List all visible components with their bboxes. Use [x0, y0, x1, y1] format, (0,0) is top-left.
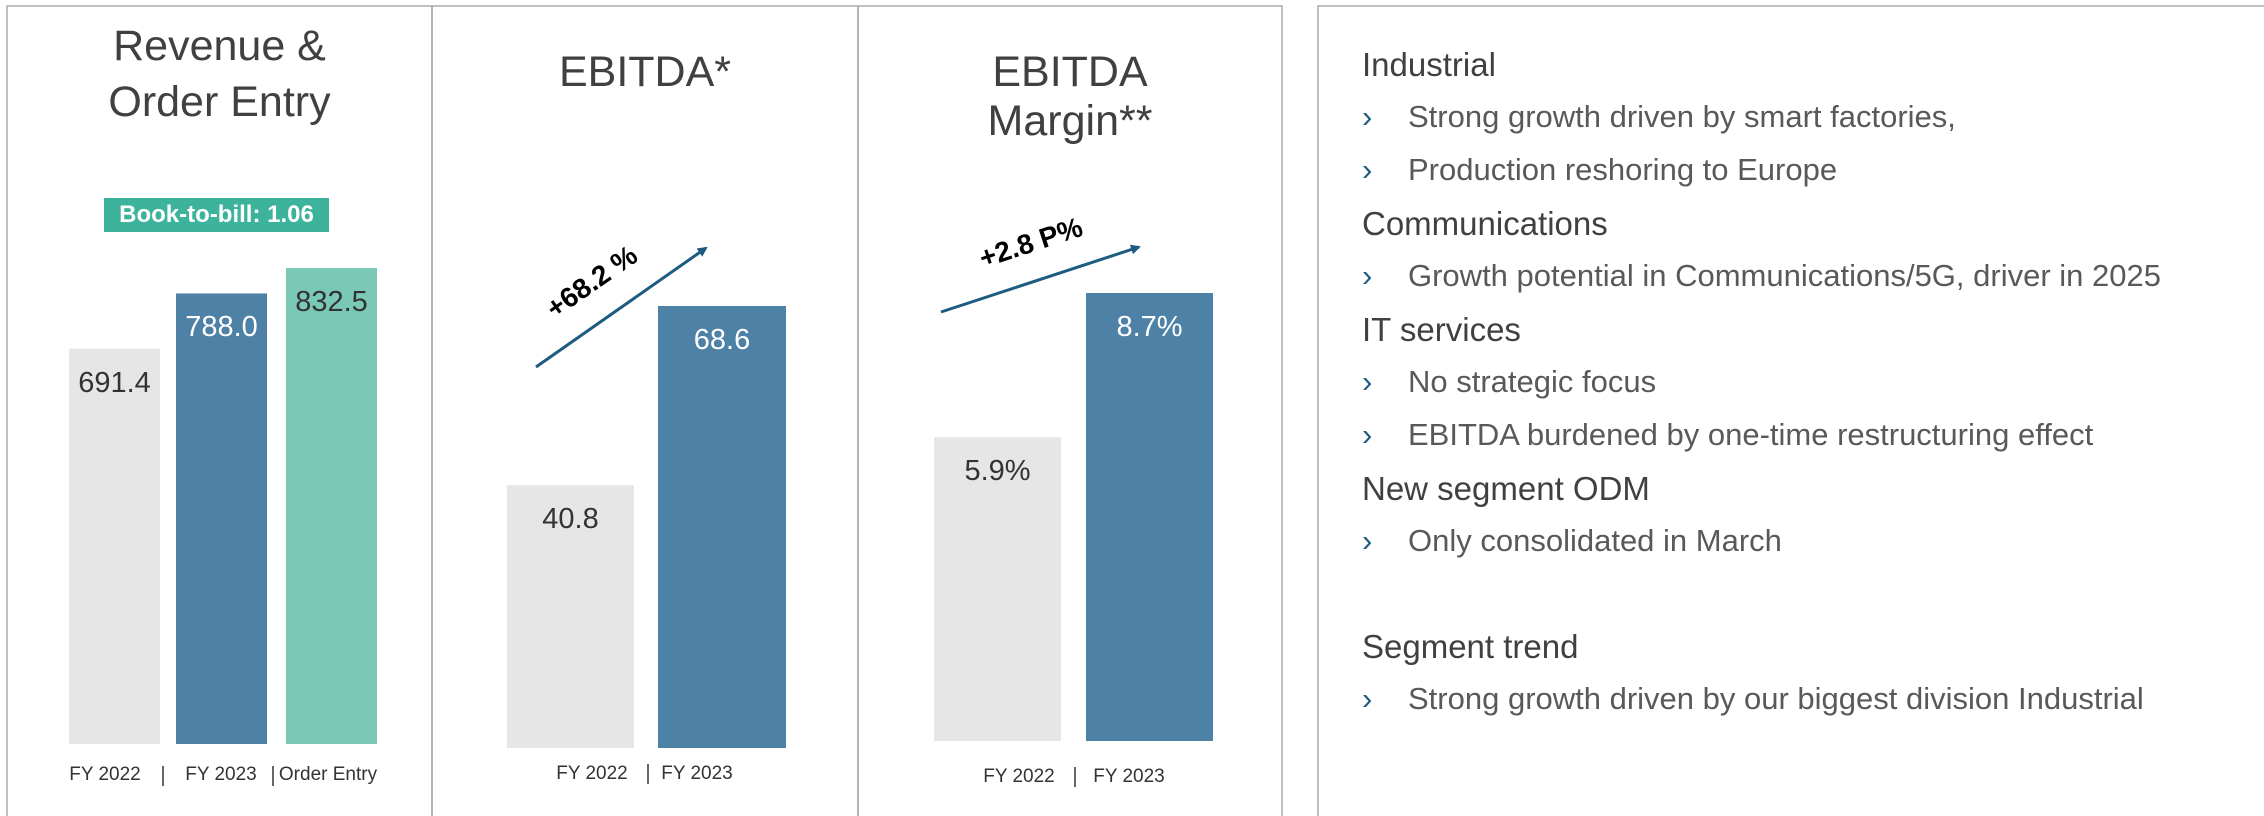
x-tick-label: FY 2023 — [661, 763, 733, 784]
bar — [507, 485, 634, 748]
x-tick-label: FY 2022 — [556, 763, 628, 784]
x-tick-label: FY 2023 — [1093, 766, 1165, 787]
bullet-marker: › — [1362, 258, 1373, 293]
bullet-text: Production reshoring to Europe — [1408, 152, 1838, 187]
panel-border — [1317, 5, 2264, 816]
trend-arrow — [940, 244, 1141, 314]
bullet-text: Strong growth driven by our biggest divi… — [1408, 681, 2144, 716]
bullet-text: Strong growth driven by smart factories, — [1408, 99, 1956, 134]
data-label: 832.5 — [295, 286, 368, 318]
bullet-marker: › — [1362, 417, 1373, 452]
chart-title: EBITDA Margin** — [987, 48, 1153, 145]
bullet-text: EBITDA burdened by one-time restructurin… — [1408, 417, 2094, 452]
bullet-text: No strategic focus — [1408, 364, 1657, 399]
bar — [934, 437, 1061, 741]
bar — [69, 348, 160, 744]
x-tick-label: FY 2022 — [69, 764, 141, 785]
bullet-marker: › — [1362, 364, 1373, 399]
data-label: 5.9% — [964, 455, 1031, 488]
trend-arrow — [535, 246, 708, 369]
section-heading: New segment ODM — [1362, 470, 1650, 507]
bar — [286, 268, 377, 744]
data-label: 40.8 — [542, 503, 599, 536]
data-label: 788.0 — [185, 311, 258, 344]
section-heading: Segment trend — [1362, 628, 1579, 665]
panel-border — [431, 5, 859, 816]
chart-title: EBITDA* — [558, 48, 732, 96]
panel-border — [857, 5, 1283, 816]
bullet-marker: › — [1362, 99, 1373, 134]
bar — [1086, 293, 1213, 741]
section-heading: Industrial — [1362, 46, 1496, 83]
x-tick-label: Order Entry — [278, 764, 378, 785]
bullet-marker: › — [1362, 152, 1373, 187]
x-tick-label: FY 2022 — [983, 766, 1055, 787]
bullet-marker: › — [1362, 681, 1373, 716]
bullet-marker: › — [1362, 523, 1373, 558]
data-label: 68.6 — [693, 324, 751, 356]
section-heading: IT services — [1362, 311, 1521, 348]
bar — [658, 306, 786, 748]
bar — [176, 293, 267, 744]
x-tick-label: FY 2023 — [185, 764, 257, 785]
section-heading: Communications — [1362, 205, 1608, 242]
bullet-text: Growth potential in Communications/5G, d… — [1408, 258, 2161, 293]
data-label: 691.4 — [78, 366, 151, 399]
annotation: Book-to-bill: 1.06 — [104, 198, 329, 232]
chart-title: Revenue & Order Entry — [108, 22, 331, 126]
data-label: 8.7% — [1116, 311, 1183, 343]
bullet-text: Only consolidated in March — [1408, 523, 1782, 558]
